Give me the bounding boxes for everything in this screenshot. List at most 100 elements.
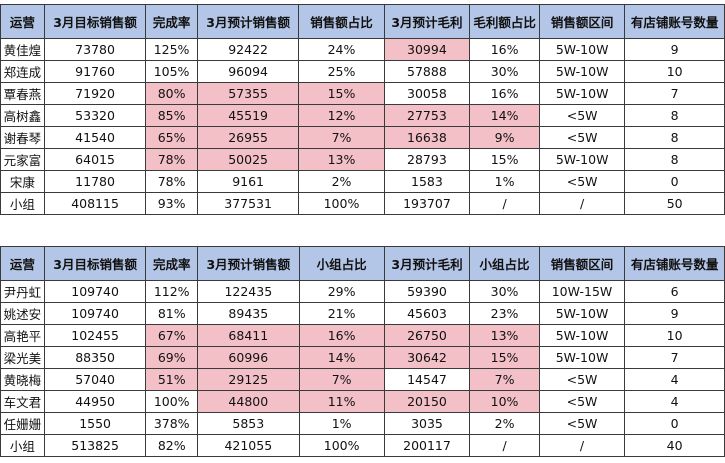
cell-sales-share[interactable]: 11% [298,390,385,413]
cell-completion-rate[interactable]: 378% [145,412,199,435]
column-header-sales-share[interactable]: 小组占比 [298,246,385,281]
cell-sales-range[interactable]: 5W-10W [538,82,626,105]
cell-target-sales[interactable]: 513825 [43,434,147,457]
cell-sales-range[interactable]: / [538,434,626,457]
cell-forecast-profit[interactable]: 16638 [383,126,471,149]
cell-forecast-profit[interactable]: 28793 [383,148,471,171]
cell-forecast-profit[interactable]: 30058 [383,82,471,105]
cell-sales-share[interactable]: 24% [298,38,385,61]
cell-profit-share[interactable]: 2% [469,412,540,435]
cell-forecast-profit[interactable]: 3035 [383,412,471,435]
cell-completion-rate[interactable]: 82% [145,434,199,457]
cell-forecast-profit[interactable]: 26750 [383,324,471,347]
cell-forecast-profit[interactable]: 20150 [383,390,471,413]
cell-profit-share[interactable]: 16% [469,38,540,61]
cell-target-sales[interactable]: 102455 [43,324,147,347]
column-header-target-sales[interactable]: 3月目标销售额 [43,246,147,281]
cell-profit-share[interactable]: / [469,192,540,215]
cell-operator[interactable]: 谢春琴 [0,126,45,149]
column-header-profit-share[interactable]: 毛利额占比 [469,4,540,39]
cell-profit-share[interactable]: 14% [469,104,540,127]
cell-target-sales[interactable]: 57040 [43,368,147,391]
cell-forecast-profit[interactable]: 57888 [383,60,471,83]
cell-sales-share[interactable]: 13% [298,148,385,171]
cell-sales-share[interactable]: 25% [298,60,385,83]
cell-target-sales[interactable]: 73780 [43,38,147,61]
column-header-operator[interactable]: 运营 [0,246,45,281]
cell-operator[interactable]: 尹丹虹 [0,280,45,303]
cell-target-sales[interactable]: 64015 [43,148,147,171]
cell-sales-range[interactable]: 5W-10W [538,60,626,83]
cell-store-account-count[interactable]: 6 [624,280,725,303]
cell-profit-share[interactable]: 16% [469,82,540,105]
cell-completion-rate[interactable]: 78% [145,170,198,193]
cell-sales-range[interactable]: 5W-10W [538,302,626,325]
cell-completion-rate[interactable]: 93% [145,192,198,215]
cell-completion-rate[interactable]: 112% [145,280,199,303]
cell-profit-share[interactable]: 15% [469,148,540,171]
cell-sales-share[interactable]: 7% [298,368,385,391]
cell-operator[interactable]: 车文君 [0,390,45,413]
cell-profit-share[interactable]: 30% [469,280,540,303]
cell-target-sales[interactable]: 44950 [43,390,147,413]
column-header-sales-range[interactable]: 销售额区间 [538,4,626,39]
cell-store-account-count[interactable]: 4 [624,390,725,413]
cell-profit-share[interactable]: / [469,434,540,457]
cell-store-account-count[interactable]: 4 [624,368,725,391]
cell-forecast-profit[interactable]: 27753 [383,104,471,127]
cell-forecast-sales[interactable]: 5853 [197,412,300,435]
column-header-store-account-count[interactable]: 有店铺账号数量 [624,4,725,39]
cell-operator[interactable]: 小组 [0,434,45,457]
cell-store-account-count[interactable]: 7 [624,346,725,369]
cell-sales-range[interactable]: <5W [538,390,626,413]
cell-target-sales[interactable]: 1550 [43,412,147,435]
cell-forecast-profit[interactable]: 14547 [383,368,471,391]
cell-forecast-sales[interactable]: 60996 [197,346,300,369]
cell-sales-share[interactable]: 12% [298,104,385,127]
cell-profit-share[interactable]: 13% [469,324,540,347]
column-header-store-account-count[interactable]: 有店铺账号数量 [624,246,725,281]
column-header-sales-range[interactable]: 销售额区间 [538,246,626,281]
cell-operator[interactable]: 小组 [0,192,45,215]
cell-sales-range[interactable]: <5W [538,412,626,435]
cell-sales-share[interactable]: 1% [298,412,385,435]
cell-forecast-sales[interactable]: 421055 [197,434,300,457]
cell-completion-rate[interactable]: 65% [145,126,198,149]
cell-sales-share[interactable]: 21% [298,302,385,325]
cell-operator[interactable]: 郑连成 [0,60,45,83]
cell-sales-share[interactable]: 100% [298,192,385,215]
cell-completion-rate[interactable]: 78% [145,148,198,171]
cell-sales-share[interactable]: 100% [298,434,385,457]
cell-operator[interactable]: 黄晓梅 [0,368,45,391]
cell-store-account-count[interactable]: 9 [624,38,725,61]
cell-forecast-profit[interactable]: 30994 [383,38,471,61]
cell-target-sales[interactable]: 91760 [43,60,147,83]
cell-profit-share[interactable]: 10% [469,390,540,413]
cell-target-sales[interactable]: 109740 [43,280,147,303]
cell-forecast-sales[interactable]: 50025 [196,148,300,171]
cell-store-account-count[interactable]: 8 [624,104,725,127]
cell-completion-rate[interactable]: 51% [145,368,199,391]
cell-completion-rate[interactable]: 69% [145,346,199,369]
cell-profit-share[interactable]: 23% [469,302,540,325]
cell-store-account-count[interactable]: 0 [624,170,725,193]
cell-forecast-sales[interactable]: 9161 [196,170,300,193]
column-header-forecast-sales[interactable]: 3月预计销售额 [196,4,300,39]
cell-sales-share[interactable]: 15% [298,82,385,105]
cell-forecast-profit[interactable]: 30642 [383,346,471,369]
cell-completion-rate[interactable]: 100% [145,390,199,413]
cell-profit-share[interactable]: 15% [469,346,540,369]
cell-forecast-sales[interactable]: 122435 [197,280,300,303]
column-header-forecast-profit[interactable]: 3月预计毛利 [383,246,471,281]
cell-target-sales[interactable]: 109740 [43,302,147,325]
cell-profit-share[interactable]: 1% [469,170,540,193]
cell-forecast-sales[interactable]: 92422 [196,38,300,61]
cell-forecast-sales[interactable]: 89435 [197,302,300,325]
cell-forecast-sales[interactable]: 57355 [196,82,300,105]
cell-forecast-sales[interactable]: 44800 [197,390,300,413]
cell-sales-range[interactable]: 5W-10W [538,38,626,61]
cell-forecast-sales[interactable]: 26955 [196,126,300,149]
cell-operator[interactable]: 宋康 [0,170,45,193]
cell-forecast-sales[interactable]: 68411 [197,324,300,347]
cell-operator[interactable]: 任姗姗 [0,412,45,435]
